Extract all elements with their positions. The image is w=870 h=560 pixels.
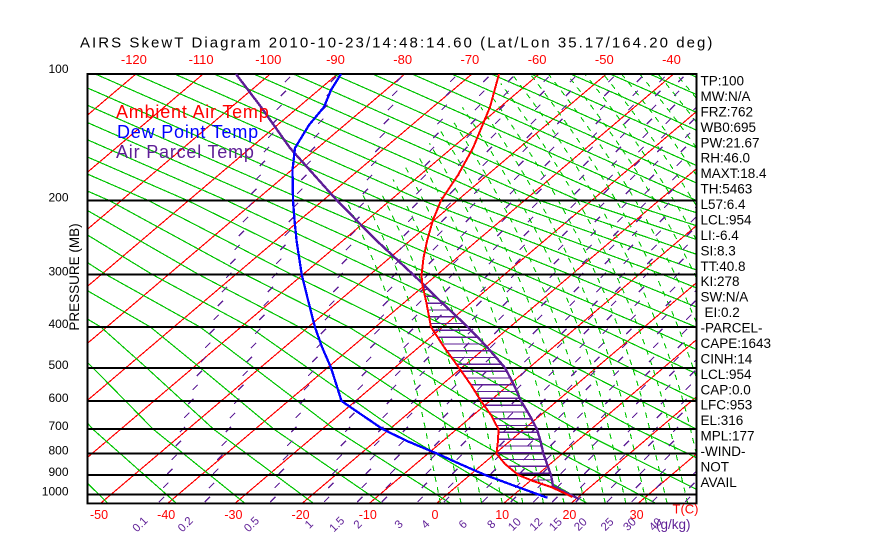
svg-text:-WIND-: -WIND- xyxy=(701,444,746,459)
svg-text:-70: -70 xyxy=(461,52,480,67)
svg-text:(g/kg): (g/kg) xyxy=(656,517,691,532)
svg-text:-30: -30 xyxy=(224,508,242,522)
svg-text:MW:N/A: MW:N/A xyxy=(701,89,751,104)
svg-text:KI:278: KI:278 xyxy=(701,274,740,289)
svg-text:Air Parcel Temp: Air Parcel Temp xyxy=(116,142,255,162)
svg-text:0.2: 0.2 xyxy=(176,515,196,535)
svg-text:600: 600 xyxy=(48,391,68,405)
svg-text:Dew Point Temp: Dew Point Temp xyxy=(117,122,259,142)
svg-text:400: 400 xyxy=(48,317,68,331)
svg-text:FRZ:762: FRZ:762 xyxy=(701,104,754,119)
svg-text:700: 700 xyxy=(48,419,68,433)
svg-text:-40: -40 xyxy=(157,508,175,522)
svg-text:900: 900 xyxy=(48,465,68,479)
svg-text:TT:40.8: TT:40.8 xyxy=(701,259,746,274)
svg-text:20: 20 xyxy=(562,508,576,522)
svg-text:-50: -50 xyxy=(90,508,108,522)
svg-text:LCL:954: LCL:954 xyxy=(701,367,753,382)
svg-text:SI:8.3: SI:8.3 xyxy=(701,243,736,258)
svg-text:EL:316: EL:316 xyxy=(701,413,744,428)
svg-text:MAXT:18.4: MAXT:18.4 xyxy=(701,166,768,181)
svg-text:30: 30 xyxy=(630,508,644,522)
svg-text:PRESSURE (MB): PRESSURE (MB) xyxy=(67,223,82,330)
svg-text:L57:6.4: L57:6.4 xyxy=(701,197,747,212)
svg-text:800: 800 xyxy=(48,444,68,458)
svg-text:-100: -100 xyxy=(255,52,281,67)
svg-text:LI:-6.4: LI:-6.4 xyxy=(701,228,740,243)
svg-text:CAP:0.0: CAP:0.0 xyxy=(701,382,751,397)
svg-text:12: 12 xyxy=(528,516,546,534)
svg-text:200: 200 xyxy=(48,191,68,205)
svg-text:NOT: NOT xyxy=(701,460,730,475)
svg-text:AIRS SkewT Diagram 2010-10-23/: AIRS SkewT Diagram 2010-10-23/14:48:14.6… xyxy=(80,35,714,52)
svg-text:CINH:14: CINH:14 xyxy=(701,351,753,366)
svg-text:LFC:953: LFC:953 xyxy=(701,398,753,413)
svg-text:Ambient Air Temp: Ambient Air Temp xyxy=(116,102,270,122)
svg-text:500: 500 xyxy=(48,358,68,372)
svg-text:0.1: 0.1 xyxy=(131,515,151,535)
svg-text:PW:21.67: PW:21.67 xyxy=(701,135,760,150)
svg-text:1.5: 1.5 xyxy=(327,515,347,535)
svg-text:-PARCEL-: -PARCEL- xyxy=(701,321,763,336)
svg-text:100: 100 xyxy=(48,62,68,76)
svg-text:3: 3 xyxy=(393,518,406,531)
svg-text:25: 25 xyxy=(599,516,617,534)
svg-text:T(C): T(C) xyxy=(673,502,699,517)
svg-text:-90: -90 xyxy=(326,52,345,67)
svg-text:RH:46.0: RH:46.0 xyxy=(701,151,751,166)
svg-text:300: 300 xyxy=(48,265,68,279)
svg-text:MPL:177: MPL:177 xyxy=(701,429,755,444)
svg-text:CAPE:1643: CAPE:1643 xyxy=(701,336,772,351)
svg-text:10: 10 xyxy=(495,508,509,522)
svg-text:1000: 1000 xyxy=(42,484,69,498)
svg-text:-80: -80 xyxy=(393,52,412,67)
svg-text:-10: -10 xyxy=(359,508,377,522)
svg-text:SW:N/A: SW:N/A xyxy=(701,290,749,305)
svg-text:LCL:954: LCL:954 xyxy=(701,213,753,228)
svg-text:-120: -120 xyxy=(121,52,147,67)
svg-text:0.5: 0.5 xyxy=(242,515,262,535)
svg-text:-40: -40 xyxy=(662,52,681,67)
svg-text:-110: -110 xyxy=(189,52,214,67)
svg-text:6: 6 xyxy=(457,518,470,531)
svg-text:-20: -20 xyxy=(292,508,310,522)
svg-text:EI:0.2: EI:0.2 xyxy=(705,305,740,320)
svg-text:-60: -60 xyxy=(528,52,547,67)
svg-text:-50: -50 xyxy=(595,52,614,67)
svg-text:WB0:695: WB0:695 xyxy=(701,120,757,135)
svg-text:AVAIL: AVAIL xyxy=(701,475,738,490)
svg-text:TP:100: TP:100 xyxy=(701,74,745,89)
svg-text:0: 0 xyxy=(432,508,439,522)
svg-text:TH:5463: TH:5463 xyxy=(701,182,753,197)
